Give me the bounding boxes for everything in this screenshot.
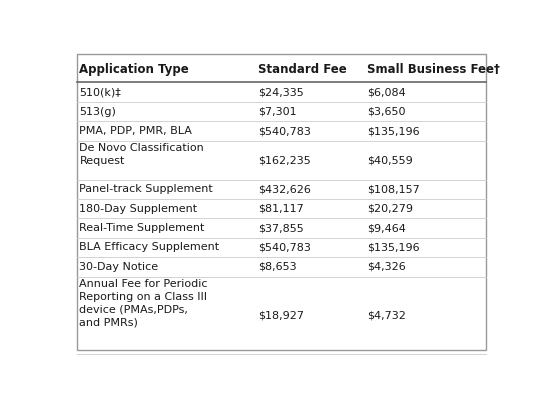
Text: $3,650: $3,650 xyxy=(367,107,406,117)
Text: 513(g): 513(g) xyxy=(79,107,116,117)
Text: $40,559: $40,559 xyxy=(367,155,413,165)
Text: Annual Fee for Periodic
Reporting on a Class III
device (PMAs,PDPs,
and PMRs): Annual Fee for Periodic Reporting on a C… xyxy=(79,279,208,327)
Text: Standard Fee: Standard Fee xyxy=(258,63,347,76)
Text: $6,084: $6,084 xyxy=(367,87,406,97)
Text: $20,279: $20,279 xyxy=(367,204,413,214)
Text: $7,301: $7,301 xyxy=(258,107,297,117)
Text: $432,626: $432,626 xyxy=(258,184,311,194)
Text: $108,157: $108,157 xyxy=(367,184,420,194)
Text: Panel-track Supplement: Panel-track Supplement xyxy=(79,184,213,194)
Text: PMA, PDP, PMR, BLA: PMA, PDP, PMR, BLA xyxy=(79,126,192,136)
Text: $18,927: $18,927 xyxy=(258,310,305,320)
Text: $540,783: $540,783 xyxy=(258,126,311,136)
Text: $9,464: $9,464 xyxy=(367,223,406,233)
Text: BLA Efficacy Supplement: BLA Efficacy Supplement xyxy=(79,242,219,252)
Text: $135,196: $135,196 xyxy=(367,242,420,252)
Text: $4,326: $4,326 xyxy=(367,262,406,272)
Text: 510(k)‡: 510(k)‡ xyxy=(79,87,121,97)
Text: $4,732: $4,732 xyxy=(367,310,406,320)
Text: $162,235: $162,235 xyxy=(258,155,311,165)
Text: De Novo Classification
Request: De Novo Classification Request xyxy=(79,143,204,166)
Text: Real-Time Supplement: Real-Time Supplement xyxy=(79,223,205,233)
Text: $540,783: $540,783 xyxy=(258,242,311,252)
Text: 30-Day Notice: 30-Day Notice xyxy=(79,262,158,272)
Text: $8,653: $8,653 xyxy=(258,262,297,272)
Text: $24,335: $24,335 xyxy=(258,87,304,97)
Text: Application Type: Application Type xyxy=(79,63,189,76)
Text: $37,855: $37,855 xyxy=(258,223,304,233)
Text: Small Business Fee†: Small Business Fee† xyxy=(367,63,500,76)
Text: 180-Day Supplement: 180-Day Supplement xyxy=(79,204,197,214)
Text: $135,196: $135,196 xyxy=(367,126,420,136)
FancyBboxPatch shape xyxy=(77,54,486,350)
Text: $81,117: $81,117 xyxy=(258,204,304,214)
